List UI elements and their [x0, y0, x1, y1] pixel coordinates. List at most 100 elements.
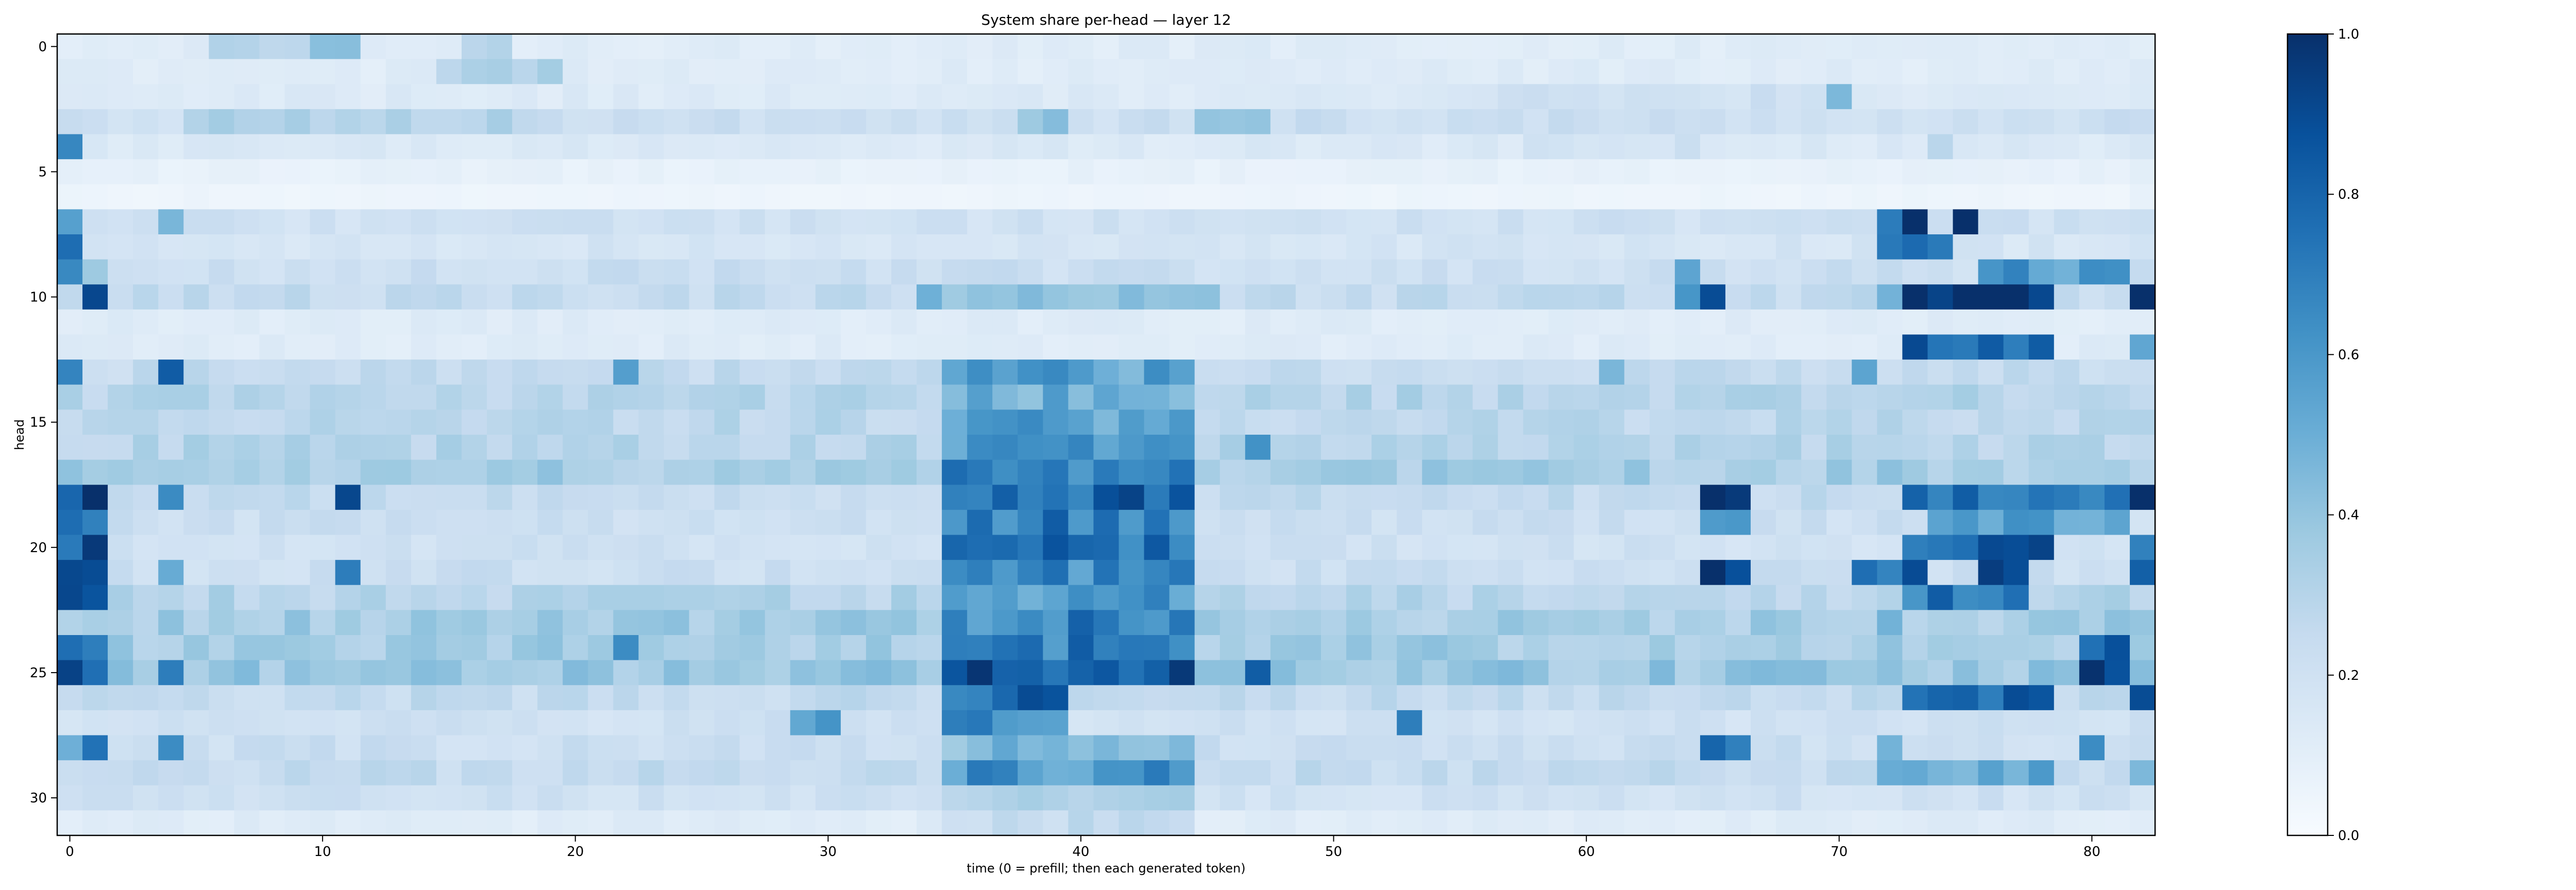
heatmap-cell	[1624, 59, 1650, 84]
heatmap-cell	[815, 159, 841, 185]
heatmap-cell	[1043, 384, 1069, 410]
heatmap-cell	[1674, 660, 1701, 686]
heatmap-cell	[1523, 284, 1549, 310]
heatmap-cell	[1978, 59, 2004, 84]
heatmap-cell	[82, 109, 108, 135]
heatmap-cell	[563, 685, 588, 711]
heatmap-cell	[1169, 409, 1195, 435]
heatmap-cell	[1927, 810, 1954, 836]
heatmap-cell	[158, 184, 184, 210]
heatmap-cell	[1624, 509, 1650, 536]
heatmap-cell	[1043, 184, 1069, 210]
heatmap-cell	[840, 485, 867, 510]
heatmap-cell	[1776, 360, 1802, 385]
heatmap-cell	[664, 735, 690, 761]
heatmap-cell	[1573, 735, 1600, 761]
heatmap-cell	[209, 459, 235, 485]
heatmap-cell	[1093, 635, 1120, 661]
heatmap-cell	[1927, 585, 1954, 610]
heatmap-cell	[1751, 685, 1776, 711]
heatmap-cell	[537, 309, 563, 335]
heatmap-cell	[1422, 159, 1448, 185]
heatmap-cell	[2003, 184, 2029, 210]
heatmap-cell	[2028, 635, 2055, 661]
heatmap-cell	[1523, 309, 1549, 335]
heatmap-cell	[82, 234, 108, 260]
heatmap-cell	[537, 59, 563, 84]
heatmap-cell	[739, 459, 766, 485]
heatmap-cell	[1776, 760, 1802, 786]
heatmap-cell	[1649, 334, 1675, 360]
heatmap-cell	[942, 785, 968, 811]
heatmap-cell	[259, 459, 285, 485]
heatmap-cell	[512, 159, 538, 185]
heatmap-cell	[992, 159, 1018, 185]
heatmap-cell	[82, 560, 108, 586]
heatmap-cell	[790, 34, 816, 60]
heatmap-cell	[158, 660, 184, 686]
heatmap-cell	[133, 760, 159, 786]
heatmap-cell	[1295, 259, 1321, 285]
heatmap-cell	[512, 735, 538, 761]
heatmap-cell	[1599, 109, 1625, 135]
heatmap-cell	[2129, 384, 2156, 410]
heatmap-cell	[1447, 610, 1473, 636]
heatmap-cell	[1852, 59, 1877, 84]
heatmap-cell	[664, 184, 690, 210]
heatmap-cell	[1068, 785, 1094, 811]
heatmap-cell	[765, 234, 791, 260]
heatmap-cell	[1346, 159, 1372, 185]
heatmap-cell	[942, 234, 968, 260]
heatmap-cell	[1169, 360, 1195, 385]
heatmap-cell	[1978, 710, 2004, 736]
heatmap-cell	[82, 685, 108, 711]
plot-frame	[56, 33, 2156, 836]
heatmap-cell	[1371, 109, 1397, 135]
heatmap-cell	[1599, 184, 1625, 210]
heatmap-cell	[1877, 309, 1903, 335]
heatmap-cell	[1801, 685, 1827, 711]
heatmap-cell	[183, 685, 209, 711]
heatmap-cell	[1902, 384, 1928, 410]
heatmap-cell	[1169, 560, 1195, 586]
heatmap-cell	[1826, 334, 1852, 360]
heatmap-cell	[411, 685, 437, 711]
heatmap-cell	[588, 485, 614, 510]
heatmap-cell	[1397, 360, 1422, 385]
heatmap-cell	[1826, 259, 1852, 285]
heatmap-cell	[1093, 234, 1120, 260]
heatmap-cell	[638, 685, 665, 711]
heatmap-cell	[183, 459, 209, 485]
heatmap-cell	[1978, 509, 2004, 536]
heatmap-cell	[1599, 259, 1625, 285]
heatmap-cell	[2003, 84, 2029, 110]
heatmap-cell	[2079, 109, 2105, 135]
heatmap-cell	[1674, 159, 1701, 185]
heatmap-cell	[765, 435, 791, 460]
heatmap-cell	[942, 334, 968, 360]
heatmap-cell	[82, 34, 108, 60]
heatmap-cell	[234, 259, 260, 285]
heatmap-cell	[259, 735, 285, 761]
heatmap-cell	[335, 810, 361, 836]
heatmap-cell	[714, 34, 740, 60]
heatmap-cell	[1093, 435, 1120, 460]
heatmap-cell	[563, 59, 588, 84]
heatmap-cell	[385, 84, 412, 110]
heatmap-cell	[1422, 509, 1448, 536]
heatmap-cell	[967, 59, 993, 84]
heatmap-cell	[1068, 84, 1094, 110]
heatmap-cell	[739, 810, 766, 836]
heatmap-cell	[57, 785, 83, 811]
heatmap-cell	[739, 409, 766, 435]
heatmap-cell	[967, 435, 993, 460]
heatmap-cell	[1852, 334, 1877, 360]
heatmap-cell	[1826, 59, 1852, 84]
heatmap-cell	[2104, 535, 2130, 560]
heatmap-cell	[2028, 409, 2055, 435]
heatmap-cell	[1295, 409, 1321, 435]
heatmap-cell	[714, 435, 740, 460]
heatmap-cell	[1700, 259, 1726, 285]
heatmap-cell	[1953, 635, 1979, 661]
heatmap-cell	[1599, 334, 1625, 360]
